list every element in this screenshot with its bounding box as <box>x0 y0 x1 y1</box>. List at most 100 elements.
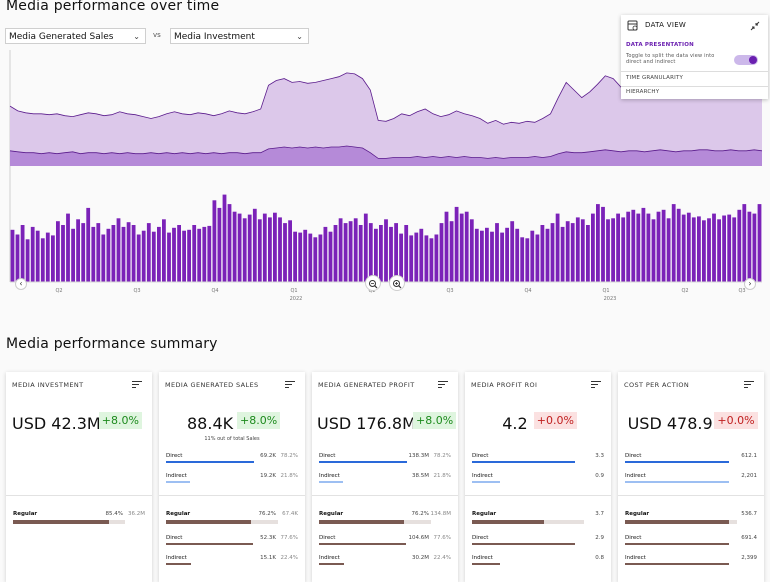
row-share: 36.2M <box>128 511 145 517</box>
row-bar <box>13 520 109 524</box>
metric-right-select[interactable]: Media Investment ⌄ <box>170 28 309 44</box>
investment-bar <box>565 221 570 282</box>
investment-bar <box>722 215 726 282</box>
change-badge: +8.0% <box>98 412 142 429</box>
row-label: Direct <box>472 453 489 459</box>
menu-icon[interactable] <box>285 381 295 390</box>
split-row: Direct 138.3M 78.2% <box>319 453 451 467</box>
quarter-tick-label: Q2 <box>55 288 62 294</box>
menu-line <box>591 381 601 382</box>
investment-bar <box>91 226 96 282</box>
scroll-right-button[interactable]: › <box>744 278 756 290</box>
quarter-tick-label: Q4 <box>524 288 531 294</box>
split-row: Indirect 38.5M 21.8% <box>319 473 451 487</box>
menu-icon[interactable] <box>744 381 754 390</box>
row-label: Indirect <box>472 473 493 479</box>
investment-bar <box>419 228 424 282</box>
investment-bar <box>520 237 525 282</box>
investment-bar <box>757 204 762 282</box>
breakdown-row: Indirect 0.8 <box>472 555 604 569</box>
investment-bar <box>389 226 393 282</box>
summary-card: MEDIA PROFIT ROI 4.2 +0.0% Direct 3.3 Indirec… <box>465 372 611 582</box>
investment-bar <box>454 206 459 282</box>
investment-bar <box>485 227 489 282</box>
row-value: 52.3K <box>260 535 276 541</box>
menu-line <box>132 387 136 388</box>
investment-bar <box>591 213 595 282</box>
investment-bar <box>535 234 540 282</box>
menu-line <box>438 387 442 388</box>
menu-icon[interactable] <box>132 381 142 390</box>
row-label: Regular <box>13 511 38 517</box>
row-value: 691.4 <box>741 535 757 541</box>
investment-bar <box>641 207 646 282</box>
quarter-tick-label: Q3 <box>133 288 140 294</box>
split-data-toggle[interactable] <box>734 55 758 65</box>
investment-bar <box>35 230 40 282</box>
data-view-title: DATA VIEW <box>645 21 687 29</box>
row-label: Regular <box>625 511 650 517</box>
card-title: MEDIA GENERATED PROFIT <box>318 381 415 389</box>
investment-bar <box>747 211 752 282</box>
investment-bar <box>500 232 504 282</box>
row-value: 612.1 <box>741 453 757 459</box>
row-value: 2,201 <box>741 473 757 479</box>
investment-bar <box>268 217 272 282</box>
investment-bar <box>469 219 474 282</box>
investment-bar <box>257 219 262 282</box>
scroll-left-button[interactable]: ‹ <box>15 278 27 290</box>
zoom-out-button[interactable] <box>365 275 381 291</box>
investment-bar <box>333 225 338 282</box>
row-share: 22.4% <box>433 555 451 561</box>
year-tick-label: 2022 <box>290 296 303 302</box>
time-granularity-section[interactable]: TIME GRANULARITY <box>626 75 684 81</box>
data-presentation-heading: DATA PRESENTATION <box>626 42 694 48</box>
investment-bar <box>177 225 181 282</box>
investment-bar <box>545 228 550 282</box>
row-label: Indirect <box>319 473 340 479</box>
investment-bar <box>15 234 20 282</box>
zoom-in-button[interactable] <box>389 275 405 291</box>
investment-bar <box>56 221 60 282</box>
split-row: Direct 612.1 <box>625 453 757 467</box>
menu-icon[interactable] <box>591 381 601 390</box>
investment-bar <box>540 225 545 282</box>
zoom-out-icon <box>369 280 378 289</box>
hierarchy-section[interactable]: HIERARCHY <box>626 89 660 95</box>
investment-bar <box>40 238 45 282</box>
breakdown-row: Indirect 15.1K 22.4% <box>166 555 298 569</box>
investment-bar <box>495 223 499 282</box>
menu-line <box>591 387 595 388</box>
investment-bar <box>368 223 373 282</box>
collapse-icon[interactable] <box>750 21 760 31</box>
regular-row: Regular 3.7 <box>472 511 604 527</box>
investment-bar <box>318 234 323 282</box>
investment-bar <box>192 225 197 282</box>
row-share: 78.2% <box>280 453 298 459</box>
row-bar <box>472 481 500 483</box>
investment-bar <box>712 213 716 282</box>
row-bar <box>166 461 254 463</box>
investment-bar <box>136 234 141 282</box>
card-value: 4.2 <box>502 414 528 433</box>
menu-line <box>438 381 448 382</box>
row-share: 67.4K <box>282 511 298 517</box>
investment-bar <box>616 213 620 282</box>
investment-bar <box>626 211 631 282</box>
investment-bar <box>661 209 666 282</box>
breakdown-row: Direct 2.9 <box>472 535 604 549</box>
metric-left-select[interactable]: Media Generated Sales ⌄ <box>5 28 146 44</box>
menu-line <box>591 384 598 385</box>
panel-divider <box>621 71 768 72</box>
investment-bar <box>121 226 126 282</box>
menu-icon[interactable] <box>438 381 448 390</box>
row-bar <box>166 563 192 565</box>
row-value: 69.2K <box>260 453 276 459</box>
investment-bar <box>681 214 686 283</box>
row-label: Regular <box>472 511 497 517</box>
investment-bar <box>752 213 757 282</box>
row-value: 138.3M <box>408 453 430 459</box>
investment-bar <box>611 218 615 282</box>
row-value: 85.4% <box>105 511 123 517</box>
card-divider <box>618 495 764 496</box>
